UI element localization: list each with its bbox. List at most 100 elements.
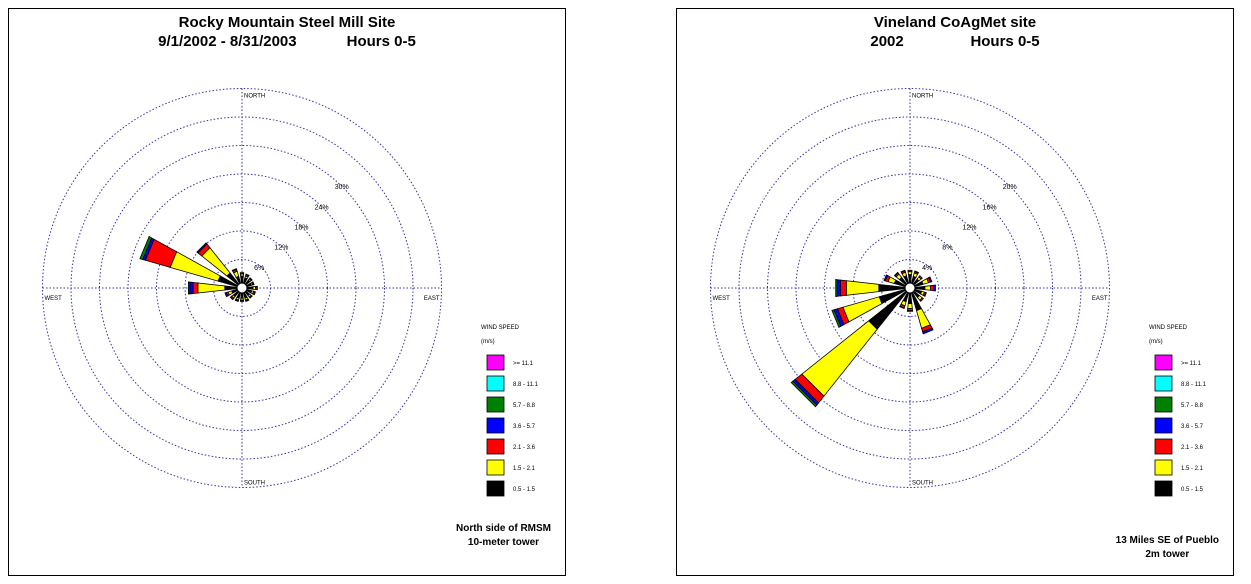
hours-range: Hours 0-5 — [346, 33, 416, 50]
petal-segment-dir-337.5 — [900, 269, 906, 273]
legend-units: (m/s) — [481, 339, 495, 345]
petal-segment-dir-157.5 — [245, 299, 250, 303]
legend-swatch — [1154, 438, 1173, 455]
ring-label: 24% — [315, 204, 329, 211]
ring-label: 8% — [942, 245, 952, 252]
petal-segment-dir-90 — [930, 284, 934, 292]
petal-segment-dir-270 — [845, 280, 880, 296]
petal-segment-dir-135 — [249, 295, 253, 299]
hours-range: Hours 0-5 — [970, 33, 1040, 50]
chart-subtitle: 9/1/2002 - 8/31/2003 Hours 0-5 — [9, 33, 565, 50]
legend-swatch — [486, 417, 505, 434]
direction-label-east: EAST — [424, 296, 440, 302]
direction-label-north: NORTH — [244, 94, 265, 100]
petal-segment-dir-202.5 — [898, 305, 905, 310]
petal-segment-dir-337.5 — [231, 268, 238, 272]
petal-segment-dir-315 — [893, 271, 899, 277]
petal-segment-dir-45 — [918, 275, 923, 280]
direction-label-north: NORTH — [912, 94, 933, 100]
legend-label: 5.7 - 8.8 — [1181, 403, 1204, 409]
chart-title: Rocky Mountain Steel Mill Site — [178, 14, 396, 31]
direction-label-south: SOUTH — [244, 481, 265, 487]
petal-segment-dir-270 — [836, 279, 842, 297]
legend-swatch — [486, 396, 505, 413]
date-range: 9/1/2002 - 8/31/2003 — [158, 33, 297, 50]
petal-segment-dir-90 — [914, 285, 926, 291]
legend-swatch — [1154, 396, 1173, 413]
direction-label-west: WEST — [45, 296, 63, 302]
petal-segment-dir-270 — [835, 279, 838, 297]
legend-label: 8.8 - 11.1 — [1181, 382, 1207, 388]
ring-label: 30% — [335, 184, 349, 191]
ring-label: 20% — [1003, 184, 1017, 191]
legend-swatch — [486, 459, 505, 476]
caption-line-1: 13 Miles SE of Pueblo — [1115, 535, 1219, 546]
ring-label: 12% — [962, 225, 976, 232]
petal-segment-dir-292.5 — [139, 235, 153, 260]
legend-label: 2.1 - 3.6 — [1181, 445, 1204, 451]
petal-segment-dir-0 — [908, 274, 912, 284]
legend-swatch — [486, 438, 505, 455]
legend-label: 3.6 - 5.7 — [513, 424, 536, 430]
legend-label: 0.5 - 1.5 — [1181, 487, 1204, 493]
ring-label: 12% — [274, 245, 288, 252]
wind-rose-panel-rmsm: Rocky Mountain Steel Mill Site 9/1/2002 … — [8, 8, 566, 576]
ring-label: 18% — [294, 225, 308, 232]
petal-segment-dir-180 — [907, 292, 913, 305]
grid-ring — [710, 88, 1110, 488]
grid-ring — [42, 88, 442, 488]
petal-segment-dir-112.5 — [253, 291, 257, 296]
petal-segment-dir-0 — [907, 269, 913, 273]
legend-title: WIND SPEED — [481, 325, 520, 331]
calm-center — [236, 282, 248, 294]
petal-segment-dir-247.5 — [831, 309, 842, 328]
petal-segment-dir-90 — [256, 285, 258, 291]
petal-segment-dir-67.5 — [928, 276, 933, 283]
wind-rose-chart: NORTH SOUTH EAST WEST 6% 12% 18% 24% 30% WIND SPE… — [42, 88, 539, 497]
legend-swatch — [1154, 480, 1173, 497]
legend-label: >= 11.1 — [1181, 361, 1202, 367]
date-range: 2002 — [870, 33, 904, 50]
petal-segment-dir-270 — [192, 281, 199, 295]
petal-segment-dir-270 — [197, 282, 226, 294]
petal-segment-dir-157.5 — [922, 327, 934, 335]
petal-segment-dir-180 — [907, 303, 913, 309]
calm-center — [904, 282, 916, 294]
legend-swatch — [1154, 354, 1173, 371]
legend-swatch — [1154, 459, 1173, 476]
legend-label: 1.5 - 2.1 — [513, 466, 536, 472]
petal-segment-dir-180 — [906, 310, 914, 312]
petal-segment-dir-292.5 — [883, 274, 889, 282]
petal-segment-dir-90 — [932, 284, 936, 292]
direction-label-west: WEST — [713, 296, 731, 302]
grid-ring — [99, 145, 385, 431]
petal-segment-dir-270 — [187, 281, 191, 295]
petal-segment-dir-0 — [907, 271, 913, 275]
petal-segment-dir-270 — [224, 285, 238, 291]
petal-segment-dir-45 — [249, 277, 253, 281]
station-caption: North side of RMSM 10-meter tower — [456, 522, 551, 550]
petal-segment-dir-112.5 — [923, 292, 927, 297]
legend-units: (m/s) — [1149, 339, 1163, 345]
petal-segment-dir-202.5 — [234, 299, 239, 303]
legend-swatch — [486, 375, 505, 392]
caption-line-2: 10-meter tower — [467, 537, 540, 548]
wind-rose-chart: NORTH SOUTH EAST WEST 4% 8% 12% 16% 20% WIND SPEE… — [710, 88, 1207, 497]
wind-rose-panel-vineland: Vineland CoAgMet site 2002 Hours 0-5 NOR… — [676, 8, 1234, 576]
petal-segment-dir-315 — [196, 242, 208, 254]
caption-line-1: North side of RMSM — [456, 523, 551, 534]
petal-segment-dir-225 — [790, 380, 818, 408]
legend-label: >= 11.1 — [513, 361, 534, 367]
petal-segment-dir-22.5 — [245, 273, 250, 277]
petal-segment-dir-90 — [246, 286, 254, 290]
petal-segment-dir-247.5 — [224, 292, 229, 298]
legend-label: 3.6 - 5.7 — [1181, 424, 1204, 430]
station-caption: 13 Miles SE of Pueblo 2m tower — [1116, 534, 1219, 562]
legend-label: 5.7 - 8.8 — [513, 403, 536, 409]
petal-segment-dir-270 — [189, 281, 194, 295]
ring-label: 6% — [254, 265, 264, 272]
legend-label: 0.5 - 1.5 — [513, 487, 536, 493]
legend-swatch — [486, 354, 505, 371]
chart-subtitle: 2002 Hours 0-5 — [677, 33, 1233, 50]
petal-segment-dir-0 — [239, 272, 245, 274]
